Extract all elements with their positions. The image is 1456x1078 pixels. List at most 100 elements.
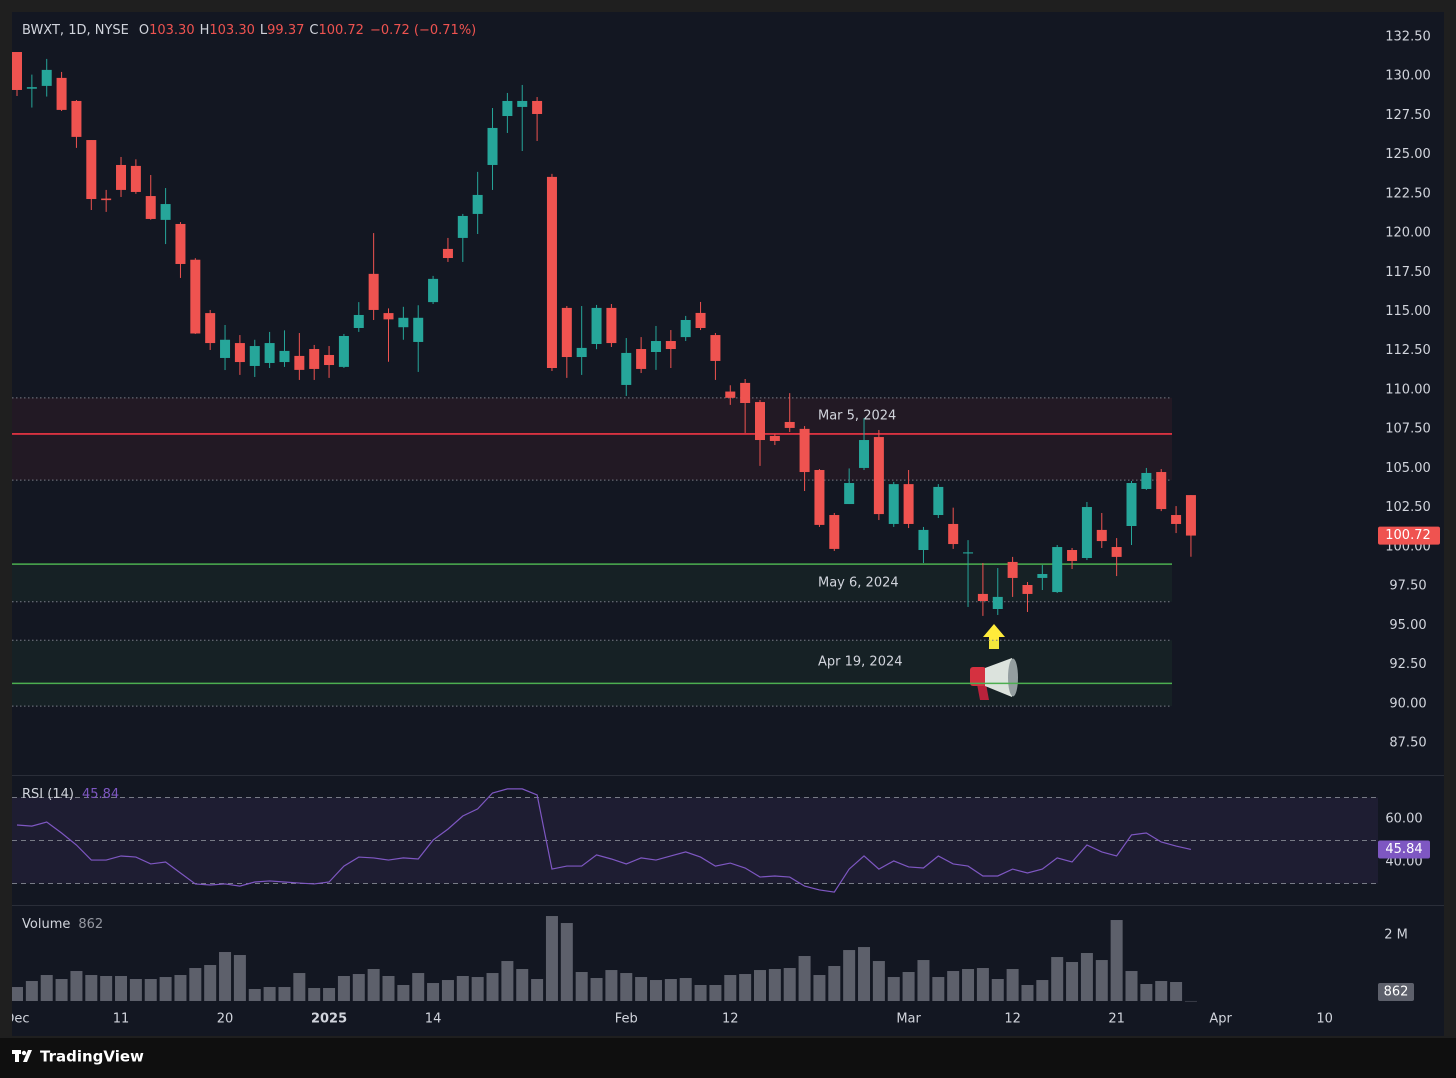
last-price-box bbox=[1378, 526, 1440, 545]
volume-bar bbox=[501, 961, 514, 1001]
volume-bar bbox=[724, 975, 737, 1001]
candle-body bbox=[234, 343, 245, 363]
time-tick-label: 14 bbox=[425, 1012, 442, 1027]
volume-bar bbox=[1006, 969, 1019, 1001]
time-tick-label: 10 bbox=[1316, 1012, 1333, 1027]
volume-bar bbox=[1036, 980, 1049, 1001]
candle-body bbox=[591, 307, 602, 344]
volume-bar bbox=[531, 978, 544, 1001]
volume-bar bbox=[709, 985, 722, 1001]
price-tick-label: 125.00 bbox=[1385, 147, 1431, 162]
price-tick-label: 115.00 bbox=[1385, 304, 1431, 319]
volume-bar bbox=[828, 966, 841, 1001]
volume-bar bbox=[308, 988, 321, 1001]
candle-body bbox=[665, 341, 676, 350]
volume-bar bbox=[248, 988, 261, 1001]
candle-body bbox=[903, 484, 914, 524]
volume-bar bbox=[70, 971, 83, 1001]
candle-body bbox=[1171, 515, 1182, 524]
candle-body bbox=[26, 87, 37, 89]
volume-bar bbox=[1125, 971, 1138, 1001]
time-tick-label: 20 bbox=[217, 1012, 234, 1027]
candle-body bbox=[829, 515, 840, 549]
volume-bar bbox=[1021, 985, 1034, 1001]
volume-bar bbox=[263, 987, 276, 1001]
volume-bar bbox=[1140, 984, 1153, 1001]
candle-body bbox=[428, 278, 439, 303]
volume-value-box bbox=[1378, 983, 1414, 1001]
candle-body bbox=[160, 204, 171, 220]
candle-body bbox=[368, 273, 379, 310]
candle-body bbox=[650, 341, 661, 353]
legend-key: L bbox=[260, 23, 268, 38]
candle-body bbox=[799, 428, 810, 473]
rsi-header: RSI (14) 45.84 bbox=[22, 787, 119, 802]
candle-body bbox=[353, 314, 364, 328]
legend-key: H bbox=[200, 23, 210, 38]
volume-bar bbox=[902, 972, 915, 1001]
candle-body bbox=[487, 127, 498, 165]
candle-body bbox=[1067, 550, 1078, 561]
volume-bar bbox=[620, 973, 633, 1001]
volume-bar bbox=[932, 977, 945, 1001]
legend-key: O bbox=[139, 23, 149, 38]
candle-body bbox=[249, 346, 260, 366]
volume-bar bbox=[843, 950, 856, 1001]
candle-body bbox=[888, 484, 899, 524]
time-tick-label: 11 bbox=[113, 1012, 130, 1027]
volume-bar bbox=[189, 968, 202, 1001]
volume-bar bbox=[204, 965, 217, 1001]
candle-body bbox=[859, 440, 870, 468]
time-tick-label: 12 bbox=[722, 1012, 739, 1027]
candle-body bbox=[398, 317, 409, 328]
volume-bar bbox=[382, 975, 395, 1001]
price-tick-label: 102.50 bbox=[1385, 500, 1431, 515]
time-tick-label: 12 bbox=[1004, 1012, 1021, 1027]
logo-part bbox=[15, 1050, 19, 1062]
volume-bar bbox=[560, 923, 573, 1001]
volume-bar bbox=[1170, 982, 1183, 1001]
volume-bar bbox=[783, 968, 796, 1001]
candle-body bbox=[948, 523, 959, 545]
volume-bar bbox=[144, 978, 157, 1001]
logo-part bbox=[21, 1050, 27, 1056]
volume-bar bbox=[545, 916, 558, 1001]
volume-bar bbox=[962, 969, 975, 1001]
volume-bar bbox=[649, 980, 662, 1001]
candle-body bbox=[740, 382, 751, 403]
level-label: May 6, 2024 bbox=[818, 575, 899, 590]
volume-title: Volume bbox=[22, 917, 70, 932]
candle-body bbox=[710, 335, 721, 361]
candle-body bbox=[41, 69, 52, 86]
candle-body bbox=[457, 215, 468, 238]
volume-bar bbox=[115, 975, 128, 1001]
megaphone-body bbox=[970, 667, 986, 686]
volume-bar bbox=[887, 977, 900, 1001]
candle-body bbox=[784, 421, 795, 428]
candle-body bbox=[755, 402, 765, 441]
legend-value: 103.30 bbox=[149, 23, 195, 38]
volume-bar bbox=[397, 985, 410, 1001]
symbol-title: BWXT, 1D, NYSE bbox=[22, 23, 129, 38]
candle-body bbox=[1007, 561, 1018, 578]
candle-body bbox=[695, 312, 706, 328]
candle-body bbox=[130, 165, 141, 192]
candle-body bbox=[1111, 547, 1122, 557]
candle-body bbox=[472, 194, 483, 214]
volume-bar bbox=[917, 960, 930, 1001]
candle-body bbox=[442, 248, 453, 259]
candle-body bbox=[606, 307, 617, 344]
price-tick-label: 117.50 bbox=[1385, 265, 1431, 280]
candle-body bbox=[1156, 472, 1167, 510]
megaphone-rim bbox=[1008, 658, 1018, 697]
candle-body bbox=[1037, 574, 1048, 578]
candle-body bbox=[992, 596, 1003, 610]
volume-bar bbox=[174, 975, 187, 1001]
candle-body bbox=[814, 469, 825, 525]
time-tick-label: Dec bbox=[4, 1012, 29, 1027]
price-tick-label: 122.50 bbox=[1385, 186, 1431, 201]
volume-bar bbox=[367, 969, 380, 1001]
volume-bar bbox=[858, 947, 871, 1001]
candle-body bbox=[279, 350, 290, 363]
volume-bar bbox=[441, 980, 454, 1001]
